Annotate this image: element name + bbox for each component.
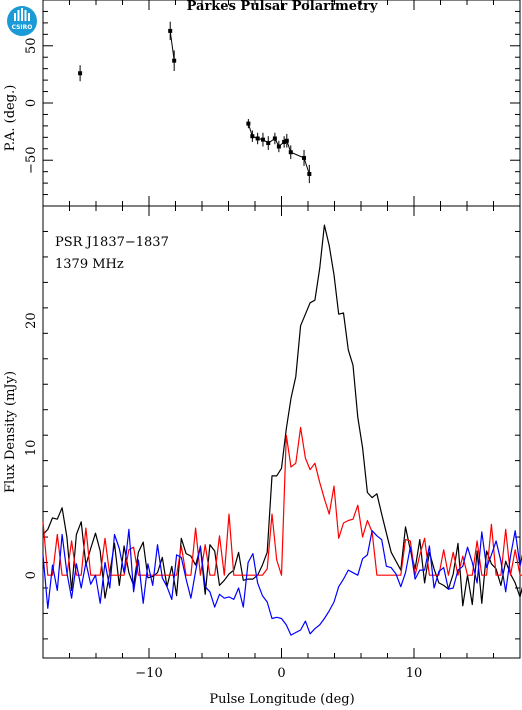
flux-y-tick-label: 10 <box>24 440 39 457</box>
flux-y-tick-label: 20 <box>24 312 39 329</box>
psr-name-annotation: PSR J1837−1837 <box>55 235 169 250</box>
flux-axis-ticks: −10 0 10 0 10 20 <box>24 206 521 681</box>
pa-y-axis-label: P.A. (deg.) <box>3 85 18 152</box>
csiro-logo-text: CSIRO <box>12 24 33 31</box>
pa-y-tick-label: 0 <box>24 99 39 107</box>
flux-series-linear <box>42 426 522 576</box>
flux-y-axis-label: Flux Density (mJy) <box>3 371 18 493</box>
pa-panel: −50 0 50 P.A. (deg.) <box>3 0 521 207</box>
pa-axis-ticks: −50 0 50 <box>24 0 521 206</box>
x-tick-label: 0 <box>277 666 285 681</box>
pa-y-tick-label: 50 <box>24 38 39 55</box>
pa-y-tick-label: −50 <box>24 147 39 174</box>
pa-points-layer <box>78 21 312 184</box>
pa-point <box>78 71 83 76</box>
pa-trace <box>247 123 310 175</box>
pa-trace <box>169 30 175 61</box>
pa-point <box>246 121 251 126</box>
flux-series-circular <box>42 528 522 636</box>
flux-lines-layer <box>42 224 522 636</box>
x-tick-label: 10 <box>406 666 423 681</box>
flux-panel: −10 0 10 0 10 20 PSR J1837−1837 1379 MHz Flux… <box>3 205 522 707</box>
csiro-logo-bars <box>14 8 30 21</box>
flux-y-tick-label: 0 <box>24 571 39 579</box>
chart-title: Parkes Pulsar Polarimetry <box>187 0 378 14</box>
csiro-logo: CSIRO <box>7 6 37 36</box>
x-tick-label: −10 <box>135 666 162 681</box>
x-axis-label: Pulse Longitude (deg) <box>209 692 354 707</box>
pa-panel-frame <box>42 0 521 207</box>
flux-panel-frame <box>42 205 521 659</box>
frequency-annotation: 1379 MHz <box>55 257 124 272</box>
flux-series-total <box>42 224 522 607</box>
